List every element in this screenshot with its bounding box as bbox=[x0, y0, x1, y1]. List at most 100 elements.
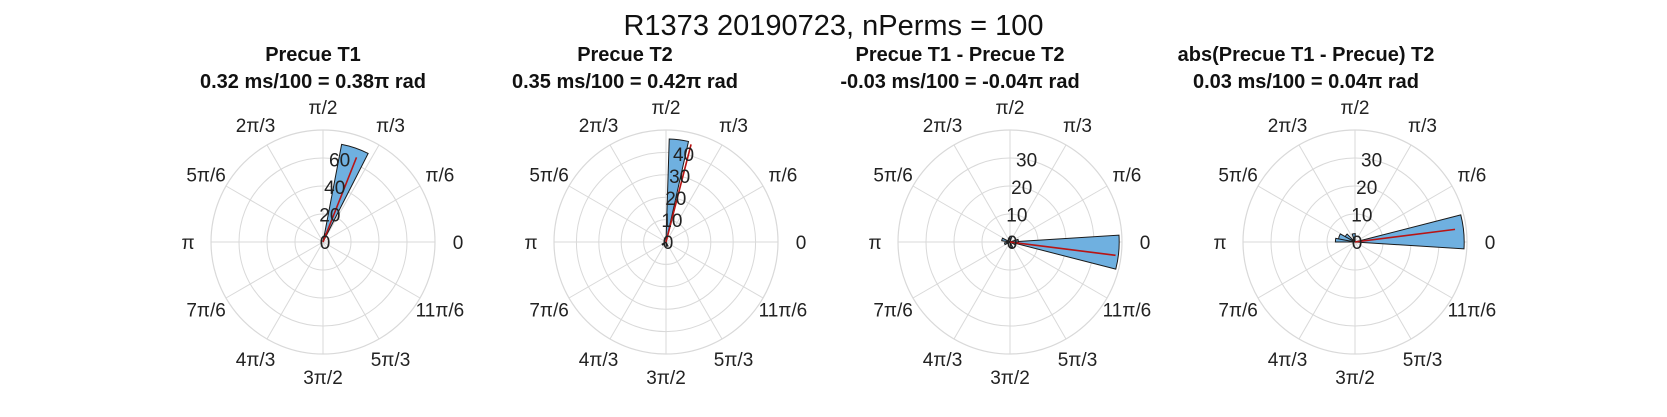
radius-tick-label: 40 bbox=[324, 178, 345, 199]
angle-tick-label: 5π/6 bbox=[186, 166, 226, 187]
histogram-bin bbox=[1009, 235, 1013, 243]
angle-tick-label: 2π/3 bbox=[579, 116, 619, 137]
radius-tick-label: 60 bbox=[329, 150, 350, 171]
histogram-bin bbox=[1354, 214, 1465, 250]
angle-tick-label: 5π/6 bbox=[873, 166, 913, 187]
radius-tick-label: 40 bbox=[673, 145, 694, 166]
outer-ring bbox=[897, 129, 1123, 355]
angle-tick-label: π/2 bbox=[996, 98, 1025, 119]
angle-tick-label: 4π/3 bbox=[579, 350, 619, 371]
radius-tick-label: 30 bbox=[669, 167, 690, 188]
angle-tick-label: π/6 bbox=[768, 166, 797, 187]
panel-2-title-line1: Precue T2 bbox=[577, 44, 673, 66]
angle-tick-label: 7π/6 bbox=[529, 301, 569, 322]
angle-tick-label: 2π/3 bbox=[923, 116, 963, 137]
angle-tick-label: 5π/6 bbox=[529, 166, 569, 187]
grid-ring bbox=[294, 213, 352, 271]
angle-tick-label: 3π/2 bbox=[646, 368, 686, 389]
histogram-bin bbox=[1334, 237, 1356, 243]
angle-tick-label: 5π/3 bbox=[714, 350, 754, 371]
panel-4-title-line2: 0.03 ms/100 = 0.04π rad bbox=[1192, 71, 1420, 93]
histogram-bin bbox=[1001, 237, 1011, 243]
angle-tick-label: 11π/6 bbox=[759, 301, 808, 322]
panel-3-title-line2: -0.03 ms/100 = -0.04π rad bbox=[840, 71, 1080, 93]
grid-ring bbox=[266, 185, 380, 299]
angle-tick-label: π/6 bbox=[425, 166, 454, 187]
polar-plot-2: 0102030400π/6π/3π/22π/35π/6π7π/64π/33π/2… bbox=[524, 98, 807, 389]
angle-tick-label: 11π/6 bbox=[1103, 301, 1152, 322]
grid-ring bbox=[575, 151, 757, 333]
angle-tick-label: 3π/2 bbox=[303, 368, 343, 389]
histogram-bin bbox=[322, 143, 369, 243]
panel-2-title: Precue T2 0.35 ms/100 = 0.42π rad bbox=[460, 42, 790, 96]
angle-tick-label: π bbox=[1213, 233, 1226, 254]
radius-tick-label: 10 bbox=[661, 211, 682, 232]
outer-ring bbox=[210, 129, 436, 355]
angle-tick-label: π bbox=[868, 233, 881, 254]
radius-tick-label: 20 bbox=[1011, 178, 1032, 199]
angle-tick-label: 5π/3 bbox=[1403, 350, 1443, 371]
angle-tick-label: π/2 bbox=[652, 98, 681, 119]
grid-spoke bbox=[665, 185, 764, 243]
panel-2-title-line2: 0.35 ms/100 = 0.42π rad bbox=[511, 71, 739, 93]
angle-tick-label: π/3 bbox=[1063, 116, 1092, 137]
grid-spoke bbox=[665, 144, 723, 243]
panel-3-title-line1: Precue T1 - Precue T2 bbox=[855, 44, 1065, 66]
grid-spoke bbox=[665, 241, 764, 299]
angle-tick-label: π/2 bbox=[1341, 98, 1370, 119]
grid-spoke bbox=[568, 185, 667, 243]
angle-tick-label: 7π/6 bbox=[1218, 301, 1258, 322]
radius-tick-label: 20 bbox=[319, 205, 340, 226]
histogram-bin bbox=[1003, 241, 1011, 246]
angle-tick-label: 2π/3 bbox=[1268, 116, 1308, 137]
radius-tick-label: 20 bbox=[665, 189, 686, 210]
angle-tick-label: 3π/2 bbox=[1335, 368, 1375, 389]
polar-plot-4: 0 10 20 30 0 π/6 π/3 π/2 2π/3 5π/6 π 7π/6 4π/3 3π/2 5π… bbox=[1213, 98, 1496, 389]
angle-tick-label: 3π/2 bbox=[990, 368, 1030, 389]
grid-ring bbox=[238, 157, 408, 327]
radius-tick-label: 0 bbox=[1352, 233, 1363, 254]
angle-tick-label: 5π/6 bbox=[1218, 166, 1258, 187]
angle-tick-label: 11π/6 bbox=[416, 301, 465, 322]
panel-4-title-line1: abs(Precue T1 - Precue) T2 bbox=[1177, 44, 1435, 66]
grid-spoke bbox=[609, 241, 667, 340]
radius-tick-label: 20 bbox=[1356, 178, 1377, 199]
angle-tick-label: 4π/3 bbox=[923, 350, 963, 371]
grid-ring bbox=[643, 219, 689, 265]
polar-plot-3: 0 10 20 30 0 π/6 π/3 π/2 2π/3 5π/6 π 7π/6 4π/3 3π/2 5π… bbox=[868, 98, 1151, 389]
radius-tick-label: 30 bbox=[1016, 150, 1037, 171]
angle-tick-label: π/2 bbox=[309, 98, 338, 119]
grid-spoke bbox=[568, 241, 667, 299]
panel-1-title-line2: 0.32 ms/100 = 0.38π rad bbox=[199, 71, 427, 93]
mean-vector-line bbox=[1009, 241, 1116, 257]
angle-tick-label: 5π/3 bbox=[371, 350, 411, 371]
radius-tick-label: 10 bbox=[1351, 205, 1372, 226]
figure-title: R1373 20190723, nPerms = 100 bbox=[623, 10, 1044, 42]
outer-ring bbox=[553, 129, 779, 355]
mean-vector-line bbox=[322, 157, 358, 243]
angle-tick-label: π/3 bbox=[1408, 116, 1437, 137]
angle-tick-label: 0 bbox=[1140, 233, 1151, 254]
histogram-bin bbox=[661, 241, 667, 246]
radius-tick-label: 0 bbox=[663, 233, 674, 254]
mean-vector-line bbox=[665, 144, 692, 243]
histogram-bin bbox=[665, 138, 690, 243]
angle-tick-label: π/6 bbox=[1112, 166, 1141, 187]
histogram-bin bbox=[1009, 234, 1120, 270]
panel-1-title-line1: Precue T1 bbox=[265, 44, 361, 66]
panel-3-title: Precue T1 - Precue T2 -0.03 ms/100 = -0.… bbox=[795, 42, 1125, 96]
angle-tick-label: π/6 bbox=[1457, 166, 1486, 187]
angle-tick-label: π bbox=[524, 233, 537, 254]
grid-ring bbox=[598, 174, 734, 310]
angle-tick-label: 4π/3 bbox=[236, 350, 276, 371]
panel-1-title: Precue T1 0.32 ms/100 = 0.38π rad bbox=[148, 42, 478, 96]
radius-tick-label: 0 bbox=[320, 233, 331, 254]
histogram-bin bbox=[665, 241, 669, 247]
radius-tick-label: 10 bbox=[1006, 205, 1027, 226]
angle-tick-label: π/3 bbox=[719, 116, 748, 137]
histogram-bin bbox=[1351, 233, 1356, 243]
radius-tick-label: 0 bbox=[1007, 233, 1018, 254]
radius-tick-label: 30 bbox=[1361, 150, 1382, 171]
angle-tick-label: 2π/3 bbox=[236, 116, 276, 137]
mean-vector-line bbox=[1354, 228, 1456, 243]
